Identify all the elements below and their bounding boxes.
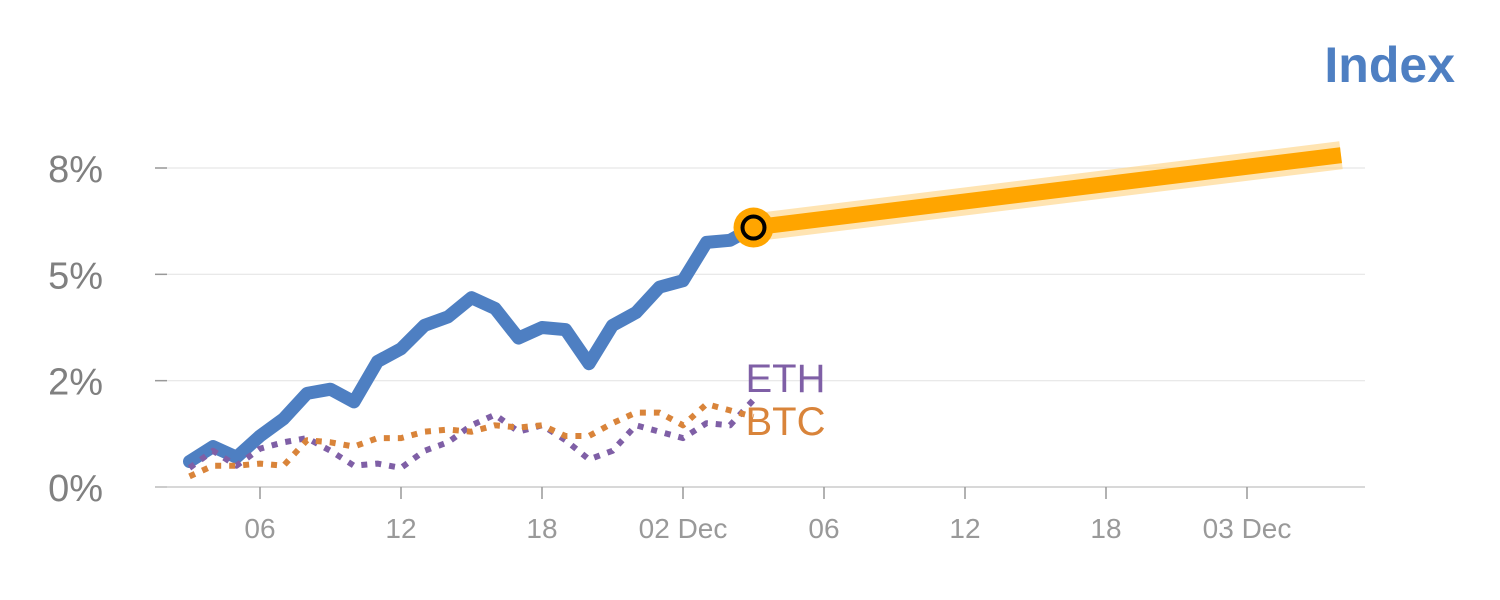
y-tick-label: 8% <box>48 149 103 191</box>
series-label-eth: ETH <box>746 357 826 401</box>
projection-line <box>752 147 1342 236</box>
x-tick-label: 12 <box>949 513 980 544</box>
series-group <box>183 141 1343 480</box>
y-tick-label: 5% <box>48 255 103 297</box>
x-tick-label: 12 <box>385 513 416 544</box>
x-tick-label: 06 <box>244 513 275 544</box>
grid-lines <box>155 167 1365 382</box>
highlight-point <box>740 214 767 241</box>
x-tick-label: 03 Dec <box>1203 513 1292 544</box>
series-line-index <box>183 221 760 468</box>
x-tick-label: 18 <box>1090 513 1121 544</box>
x-tick-label: 18 <box>526 513 557 544</box>
y-tick-label: 0% <box>48 468 103 510</box>
series-label-btc: BTC <box>746 400 826 444</box>
x-tick-label: 02 Dec <box>639 513 728 544</box>
y-tick-label: 2% <box>48 362 103 404</box>
series-line-btc <box>188 401 755 480</box>
chart-title: Index <box>1324 37 1455 93</box>
axes <box>155 167 1365 499</box>
x-tick-label: 06 <box>808 513 839 544</box>
